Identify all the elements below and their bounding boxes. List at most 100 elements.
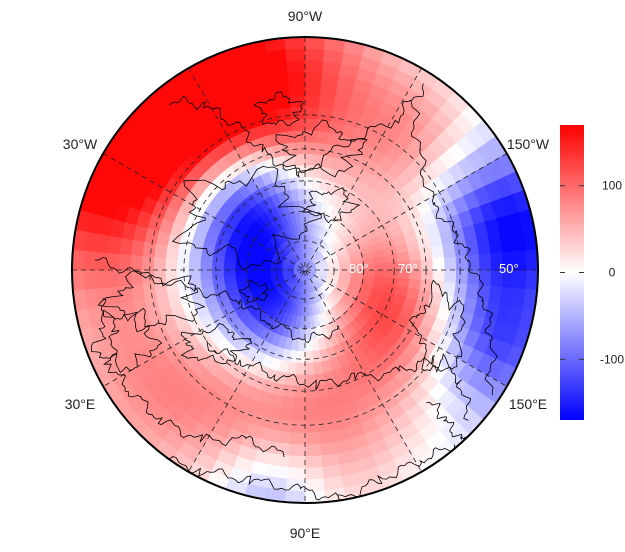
- field-cell: [176, 279, 191, 293]
- field-cell: [304, 432, 321, 446]
- field-cell: [165, 280, 180, 295]
- field-cell: [304, 374, 316, 387]
- field-cell: [211, 269, 225, 279]
- field-cell: [420, 258, 434, 271]
- field-cell: [272, 441, 291, 457]
- field-cell: [72, 269, 85, 291]
- field-cell: [476, 284, 492, 303]
- field-cell: [153, 256, 167, 271]
- coastline-shape: [408, 279, 466, 373]
- field-cell: [291, 118, 306, 132]
- field-cell: [285, 48, 306, 62]
- field-cell: [314, 384, 328, 399]
- longitude-labels: 90°W 30°W 150°W 30°E 150°E 90°E: [63, 8, 550, 541]
- field-cell: [304, 397, 318, 411]
- field-cell: [142, 241, 157, 258]
- colorbar-tick-label: 0: [609, 266, 616, 280]
- field-cell: [430, 245, 445, 260]
- field-cell: [316, 407, 332, 422]
- field-cell: [317, 418, 334, 433]
- graticule: [72, 37, 538, 503]
- field-cell: [442, 281, 457, 297]
- field-cell: [304, 83, 322, 97]
- field-cell: [304, 59, 324, 74]
- field-cell: [106, 269, 120, 288]
- field-cell: [455, 269, 469, 285]
- field-cell: [280, 395, 295, 410]
- field-cell: [304, 48, 325, 62]
- field-cell: [141, 255, 155, 271]
- field-cell: [476, 237, 492, 256]
- field-cell: [274, 430, 292, 445]
- field-cell: [455, 255, 469, 271]
- field-cell: [129, 254, 143, 271]
- coastline-shape: [171, 165, 322, 271]
- field-cell: [246, 269, 259, 276]
- coastline-shape: [275, 119, 368, 178]
- field-cell: [293, 141, 306, 155]
- field-cell: [304, 455, 323, 469]
- field-cell: [223, 269, 236, 278]
- field-cell: [304, 466, 324, 481]
- coastline-line: [94, 257, 340, 343]
- field-cell: [276, 107, 293, 122]
- field-cell: [443, 269, 457, 284]
- field-layer: [72, 37, 538, 503]
- field-cell: [465, 283, 480, 301]
- field-cell: [292, 397, 306, 411]
- field-cell: [142, 282, 157, 299]
- field-cell: [164, 257, 178, 271]
- colorbar-ticks: 100 0 -100: [560, 179, 624, 366]
- colorbar-tick-label: -100: [600, 352, 624, 366]
- field-cell: [304, 106, 320, 120]
- field-cell: [304, 362, 315, 376]
- lon-label-30w: 30°W: [63, 136, 98, 152]
- field-cell: [293, 385, 306, 399]
- field-cell: [72, 249, 85, 271]
- field-cell: [130, 283, 145, 301]
- field-cell: [304, 118, 319, 132]
- lon-label-90w: 90°W: [288, 8, 323, 24]
- field-cell: [385, 269, 399, 279]
- field-cell: [420, 269, 434, 282]
- field-cell: [118, 237, 134, 256]
- field-cell: [130, 239, 145, 257]
- coastline-line: [206, 340, 472, 421]
- field-cell: [83, 269, 97, 290]
- field-cell: [176, 269, 190, 282]
- field-cell: [94, 251, 109, 271]
- field-cell: [525, 249, 538, 271]
- field-cell: [315, 395, 330, 410]
- coastline-shape: [253, 91, 304, 126]
- field-cell: [317, 107, 334, 122]
- field-cell: [304, 141, 317, 155]
- field-cell: [278, 118, 294, 133]
- lat-label-70: 70°: [398, 261, 418, 276]
- field-cell: [234, 269, 248, 277]
- field-cell: [478, 253, 492, 271]
- field-cell: [319, 83, 338, 99]
- colorbar-tick-label: 100: [602, 179, 622, 193]
- meridian-line: [188, 68, 422, 472]
- map-disk: [71, 36, 539, 504]
- field-cell: [297, 188, 306, 201]
- lon-label-30e: 30°E: [65, 396, 96, 412]
- field-cell: [304, 420, 320, 434]
- colorbar: 100 0 -100: [560, 125, 624, 420]
- field-cell: [525, 269, 538, 291]
- field-cell: [385, 261, 399, 271]
- coastline-shape: [97, 270, 206, 333]
- latitude-circle: [215, 180, 395, 360]
- field-cell: [287, 455, 306, 469]
- lat-label-80: 80°: [349, 261, 369, 276]
- field-cell: [153, 243, 168, 259]
- field-cell: [430, 280, 445, 295]
- field-cell: [284, 37, 306, 50]
- field-cell: [407, 249, 422, 262]
- field-cell: [442, 243, 457, 259]
- field-cell: [286, 466, 306, 481]
- field-cell: [286, 59, 306, 74]
- field-cell: [304, 443, 322, 457]
- coastline-line: [410, 100, 498, 396]
